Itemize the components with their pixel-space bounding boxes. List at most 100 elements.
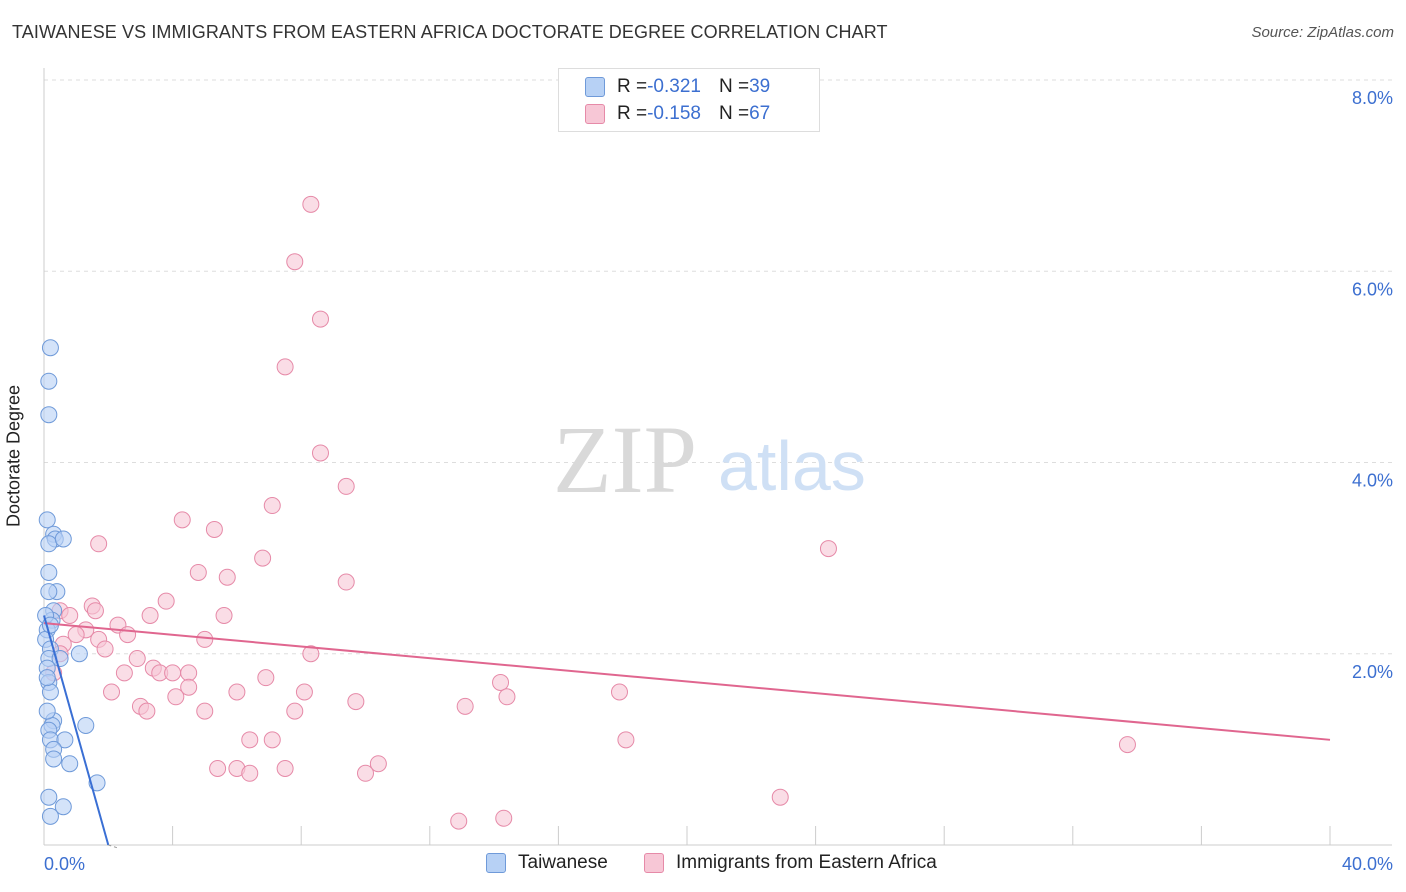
trend-line-taiwanese <box>43 615 110 846</box>
data-point-immigrants <box>337 477 355 495</box>
data-point-immigrants <box>61 607 79 624</box>
watermark: ZIP atlas <box>553 406 866 513</box>
data-point-immigrants <box>218 568 236 586</box>
data-point-immigrants <box>498 688 516 706</box>
data-point-taiwanese <box>41 807 59 825</box>
legend-item-taiwanese[interactable]: Taiwanese <box>486 852 608 874</box>
legend-r-label: R = <box>617 76 648 97</box>
data-point-immigrants <box>286 253 304 271</box>
legend-r-value: -0.321 <box>647 76 701 97</box>
data-point-immigrants <box>819 540 837 558</box>
data-point-immigrants <box>119 626 137 644</box>
watermark-atlas-text: atlas <box>718 427 866 505</box>
data-point-taiwanese <box>40 583 58 601</box>
data-point-immigrants <box>96 640 114 658</box>
data-point-immigrants <box>610 683 628 701</box>
data-point-immigrants <box>495 809 513 827</box>
y-tick-label: 4.0% <box>1352 471 1393 491</box>
data-point-immigrants <box>617 731 635 749</box>
data-point-taiwanese <box>40 788 58 806</box>
data-point-immigrants <box>263 497 281 515</box>
y-tick-label: 2.0% <box>1352 662 1393 682</box>
data-point-immigrants <box>276 358 294 376</box>
legend-n-label: N = <box>718 76 750 97</box>
data-point-taiwanese <box>38 511 56 529</box>
data-point-immigrants <box>196 702 214 720</box>
data-point-taiwanese <box>38 702 56 720</box>
data-point-immigrants <box>771 788 789 806</box>
legend-n-value: 39 <box>749 76 771 97</box>
data-point-immigrants <box>180 678 198 696</box>
data-point-immigrants <box>295 683 313 701</box>
legend-r-label: R = <box>617 103 648 124</box>
data-point-immigrants <box>254 549 272 567</box>
data-point-taiwanese <box>56 731 74 749</box>
series-taiwanese-points <box>37 339 106 825</box>
data-point-immigrants <box>1118 736 1136 754</box>
y-axis-label: Doctorate Degree <box>3 384 24 528</box>
data-point-immigrants <box>456 697 474 715</box>
data-point-taiwanese <box>54 530 72 548</box>
data-point-taiwanese <box>40 563 58 581</box>
axis-layer <box>43 68 1392 846</box>
data-point-immigrants <box>196 630 214 648</box>
data-point-immigrants <box>180 664 198 682</box>
watermark-zip-text: ZIP <box>553 406 697 513</box>
legend-row-immigrants: R = -0.158 N = 67 <box>585 102 770 126</box>
data-point-taiwanese <box>54 798 72 816</box>
series-immigrants-points <box>45 195 1136 830</box>
data-point-taiwanese <box>88 774 106 792</box>
data-point-immigrants <box>215 607 233 624</box>
data-point-taiwanese <box>40 535 58 553</box>
legend-item-immigrants[interactable]: Immigrants from Eastern Africa <box>644 852 937 874</box>
grid-layer <box>44 79 1392 655</box>
legend-row-taiwanese: R = -0.321 N = 39 <box>585 75 770 99</box>
data-point-immigrants <box>86 602 104 620</box>
data-point-immigrants <box>209 760 227 777</box>
data-point-immigrants <box>276 760 294 777</box>
trend-line-immigrants <box>43 622 1331 741</box>
data-point-taiwanese <box>45 750 63 768</box>
x-tick-label: 0.0% <box>44 854 85 874</box>
data-point-immigrants <box>157 592 175 610</box>
data-point-immigrants <box>257 669 275 687</box>
data-point-immigrants <box>205 520 223 538</box>
data-point-immigrants <box>164 664 182 682</box>
data-point-taiwanese <box>51 650 69 668</box>
data-point-immigrants <box>302 645 320 663</box>
legend-r-value: -0.158 <box>647 103 701 124</box>
data-point-immigrants <box>337 573 355 591</box>
data-point-immigrants <box>138 702 156 720</box>
y-tick-label: 8.0% <box>1352 88 1393 108</box>
data-point-immigrants <box>286 702 304 720</box>
data-point-immigrants <box>167 688 185 706</box>
trend-line-taiwanese-extension <box>108 844 119 849</box>
legend-n-label: N = <box>718 103 750 124</box>
data-point-immigrants <box>189 563 207 581</box>
legend-n-value: 67 <box>749 103 771 124</box>
legend-swatch-taiwanese <box>585 77 605 97</box>
data-point-immigrants <box>302 195 320 213</box>
data-point-immigrants <box>357 764 374 782</box>
data-point-taiwanese <box>70 645 88 663</box>
data-point-immigrants <box>311 444 329 462</box>
source-label: Source: ZipAtlas.com <box>1251 24 1394 41</box>
data-point-immigrants <box>347 693 365 711</box>
data-point-immigrants <box>173 511 191 529</box>
y-tick-label: 6.0% <box>1352 279 1393 299</box>
data-point-taiwanese <box>40 406 58 424</box>
data-point-immigrants <box>450 812 468 830</box>
trend-lines <box>43 615 1331 849</box>
data-point-immigrants <box>241 731 259 749</box>
x-tick-label: 40.0% <box>1342 854 1393 874</box>
data-point-taiwanese <box>61 755 79 773</box>
legend-label-taiwanese: Taiwanese <box>518 852 608 873</box>
data-point-immigrants <box>115 664 133 682</box>
chart-title: TAIWANESE VS IMMIGRANTS FROM EASTERN AFR… <box>12 22 888 42</box>
data-point-immigrants <box>492 673 510 691</box>
series-legend: Taiwanese Immigrants from Eastern Africa <box>0 852 1406 876</box>
data-point-taiwanese <box>38 669 56 687</box>
legend-swatch-taiwanese <box>486 853 506 873</box>
data-point-immigrants <box>128 650 146 668</box>
